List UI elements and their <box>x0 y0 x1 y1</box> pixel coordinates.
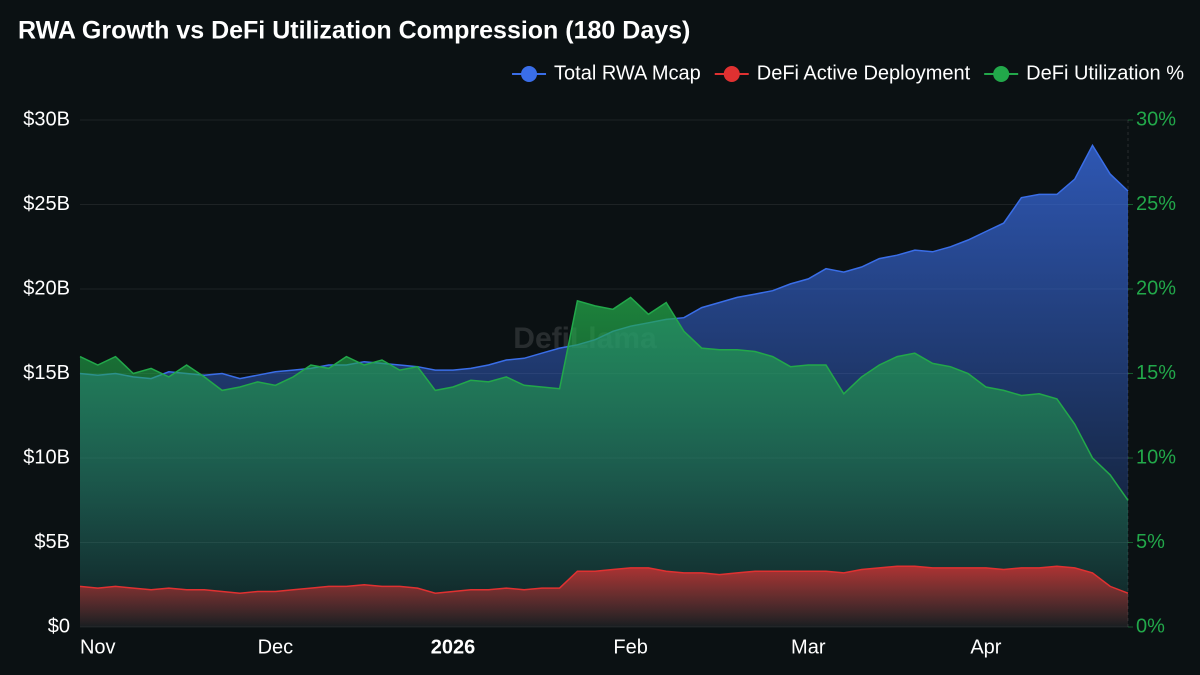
y-tick-label: $5B <box>34 531 70 553</box>
legend-label: DeFi Active Deployment <box>757 62 971 84</box>
x-tick-label: Feb <box>613 636 647 658</box>
y-tick-label: $10B <box>23 446 70 468</box>
area <box>80 297 1128 627</box>
x-tick-label: Apr <box>970 636 1001 658</box>
x-tick-label: Nov <box>80 636 116 658</box>
x-tick-label: Dec <box>258 636 294 658</box>
x-tick-label: Mar <box>791 636 826 658</box>
line <box>79 296 1129 501</box>
chart-title: RWA Growth vs DeFi Utilization Compressi… <box>18 17 690 45</box>
y-tick-label: $25B <box>23 193 70 215</box>
y2-tick-label: 0% <box>1136 615 1165 637</box>
y2-tick-label: 10% <box>1136 446 1176 468</box>
x-tick-label: 2026 <box>431 636 476 658</box>
area <box>80 566 1128 627</box>
legend-marker <box>993 66 1010 82</box>
legend-marker <box>723 66 740 82</box>
legend-marker <box>521 66 538 82</box>
y-tick-label: $30B <box>23 108 70 130</box>
y2-tick-label: 5% <box>1136 531 1165 553</box>
line <box>79 565 1129 594</box>
y-tick-label: $20B <box>23 277 70 299</box>
legend-label: Total RWA Mcap <box>554 62 701 84</box>
y2-tick-label: 30% <box>1136 108 1176 130</box>
y-tick-label: $0 <box>48 615 70 637</box>
y2-tick-label: 15% <box>1136 362 1176 384</box>
legend-label: DeFi Utilization % <box>1026 62 1184 84</box>
y2-tick-label: 25% <box>1136 193 1176 215</box>
y-tick-label: $15B <box>23 362 70 384</box>
y2-tick-label: 20% <box>1136 277 1176 299</box>
